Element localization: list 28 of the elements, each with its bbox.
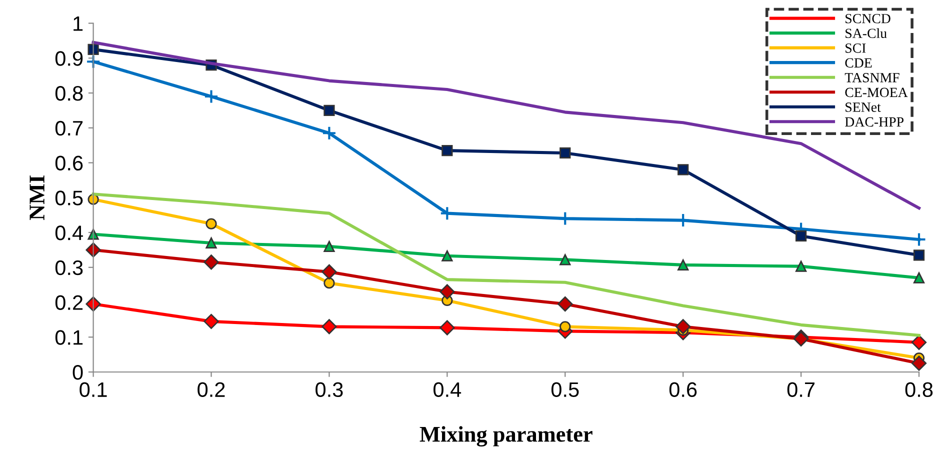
y-axis-title: NMI <box>30 176 44 220</box>
x-tick-label: 0.4 <box>434 382 462 398</box>
legend-label: SCI <box>846 43 866 53</box>
legend-label: SCNCD <box>846 14 890 24</box>
legend-label: CDE <box>845 58 872 68</box>
x-tick-label: 0.3 <box>316 382 343 398</box>
legend-label: SENet <box>846 102 881 112</box>
x-tick-label: 0.7 <box>787 382 814 398</box>
y-tick-label: 0.6 <box>55 156 83 171</box>
y-tick-label: 0.1 <box>55 330 83 345</box>
y-tick-label: 0.3 <box>55 260 83 276</box>
y-tick-label: 0.2 <box>55 295 83 310</box>
y-tick-label: 0.7 <box>55 120 83 136</box>
x-tick-label: 0.5 <box>551 382 579 398</box>
y-tick-label: 0 <box>72 365 83 380</box>
y-tick-label: 0.9 <box>55 51 83 66</box>
y-tick-label: 1 <box>74 16 83 31</box>
y-tick-label: 0.8 <box>55 86 83 101</box>
x-axis-title: Mixing parameter <box>420 426 592 446</box>
legend-label: SA-Clu <box>846 28 887 38</box>
x-tick-label: 0.6 <box>669 382 697 398</box>
legend-label: DAC-HPP <box>845 117 904 127</box>
legend-label: CE-MOEA <box>845 88 908 98</box>
legend-label: TASNMF <box>844 73 900 82</box>
x-tick-label: 0.2 <box>198 382 225 398</box>
y-tick-label: 0.5 <box>55 190 83 206</box>
x-tick-label: 0.8 <box>905 382 933 398</box>
y-tick-label: 0.4 <box>55 226 83 240</box>
